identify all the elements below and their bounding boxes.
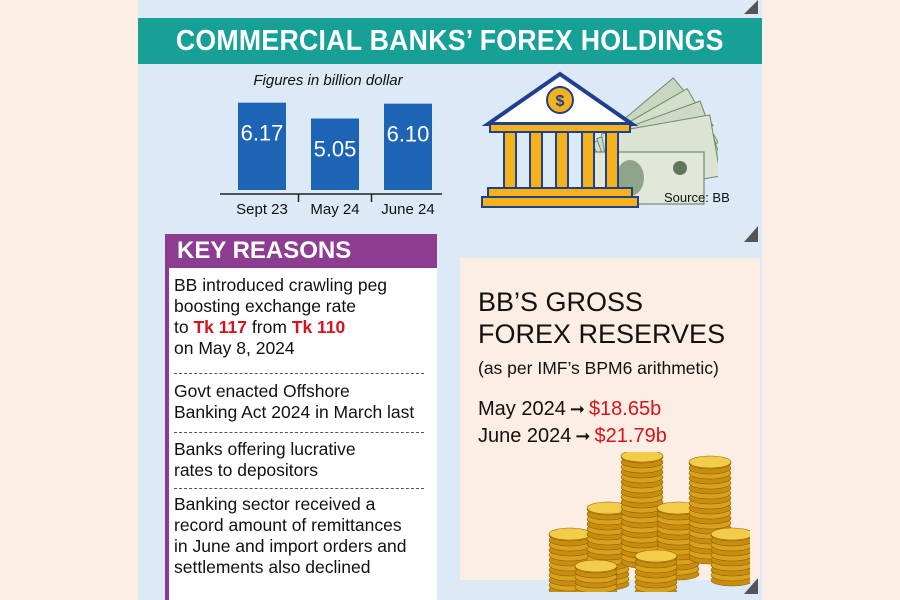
coin-top — [710, 527, 750, 541]
reason-text: Banking Act 2024 in March last — [174, 402, 415, 422]
corner-triangle — [744, 226, 758, 242]
bar — [384, 103, 432, 190]
title-banner: COMMERCIAL BANKS’ FOREX HOLDINGS — [138, 18, 762, 64]
reason-text: Banks offering lucrative — [174, 439, 356, 459]
corner-triangle — [744, 0, 758, 14]
source-label: Source: BB — [664, 190, 730, 205]
forex-holdings-bar-chart: 6.17 Sept 23 5.05 May 24 6.10 June 24 — [220, 102, 442, 218]
arrow-right-icon: ➞ — [569, 399, 585, 419]
reason-text: to Tk 117 from Tk 110 — [174, 317, 436, 338]
divider — [174, 373, 424, 374]
bar-value-label: 6.10 — [387, 122, 430, 147]
bar — [311, 118, 359, 190]
rate-new: Tk 117 — [193, 317, 248, 337]
reason-lucrative-rates: Banks offering lucrative rates to deposi… — [174, 439, 436, 481]
key-reasons-box — [165, 268, 437, 600]
bank-columns: $ — [481, 71, 639, 208]
figures-note: Figures in billion dollar — [253, 72, 403, 89]
reserves-subtitle: (as per IMF’s BPM6 arithmetic) — [478, 358, 719, 378]
bank-building-icon: $ — [481, 71, 718, 208]
rate-old: Tk 110 — [291, 317, 346, 337]
page-title: COMMERCIAL BANKS’ FOREX HOLDINGS — [176, 24, 724, 57]
reason-text: on May 8, 2024 — [174, 338, 295, 358]
reason-offshore-banking: Govt enacted Offshore Banking Act 2024 i… — [174, 381, 436, 423]
coin-top — [688, 455, 732, 469]
reserve-value: $18.65b — [588, 398, 662, 420]
reason-remittances: Banking sector received a record amount … — [174, 494, 436, 578]
arrow-right-icon: ➞ — [575, 426, 591, 446]
reserve-label: June 2024 — [478, 425, 572, 447]
coin-top — [574, 559, 618, 573]
category-label: June 24 — [381, 201, 434, 218]
reason-text: boosting exchange rate — [174, 296, 356, 316]
reason-text: rates to depositors — [174, 460, 318, 480]
reason-text: Banking sector received a — [174, 494, 376, 514]
coin-top — [548, 527, 592, 541]
gold-coins-icon — [548, 452, 750, 592]
coin-top — [634, 549, 678, 563]
key-reasons-header: KEY REASONS — [165, 234, 437, 268]
category-label: Sept 23 — [236, 201, 288, 218]
svg-text:$: $ — [556, 93, 565, 110]
reason-text: settlements also declined — [174, 557, 371, 577]
reason-crawling-peg: BB introduced crawling peg boosting exch… — [174, 275, 436, 359]
bar-value-label: 5.05 — [314, 137, 357, 162]
reason-text: to — [174, 317, 189, 337]
reason-text: from — [251, 317, 287, 337]
divider — [174, 432, 424, 433]
reserves-title: BB’S GROSS FOREX RESERVES — [478, 286, 725, 350]
reserves-title-line: FOREX RESERVES — [478, 319, 726, 349]
reserve-row: May 2024 ➞ $18.65b — [478, 398, 661, 421]
reason-text: Govt enacted Offshore — [174, 381, 350, 401]
coin-top — [620, 452, 664, 463]
reserve-row: June 2024 ➞ $21.79b — [478, 425, 667, 448]
bar — [238, 102, 286, 190]
reason-text: in June and import orders and — [174, 536, 407, 556]
reason-text: record amount of remittances — [174, 515, 402, 535]
bar-value-label: 6.17 — [241, 121, 284, 146]
category-label: May 24 — [310, 201, 359, 218]
reason-text: BB introduced crawling peg — [174, 275, 388, 295]
divider — [174, 488, 424, 489]
reserve-value: $21.79b — [594, 425, 667, 447]
reserves-title-line: BB’S GROSS — [478, 287, 644, 317]
reserve-label: May 2024 — [478, 398, 566, 420]
